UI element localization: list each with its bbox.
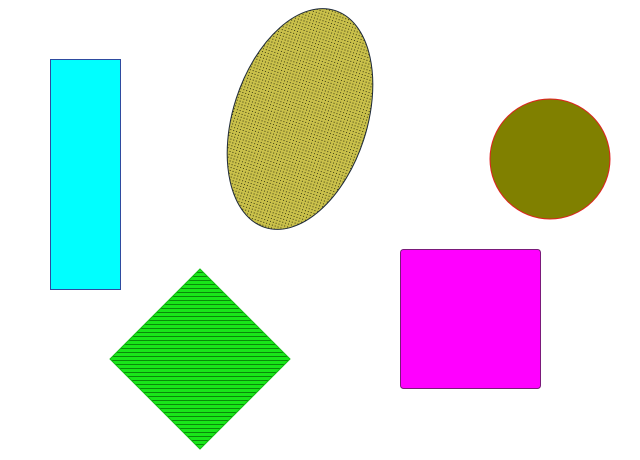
cyan-rectangle [50, 59, 121, 290]
striped-green-diamond [109, 268, 291, 450]
olive-circle [489, 98, 611, 220]
magenta-square [400, 249, 541, 389]
dotted-olive-ellipse [226, 8, 374, 230]
